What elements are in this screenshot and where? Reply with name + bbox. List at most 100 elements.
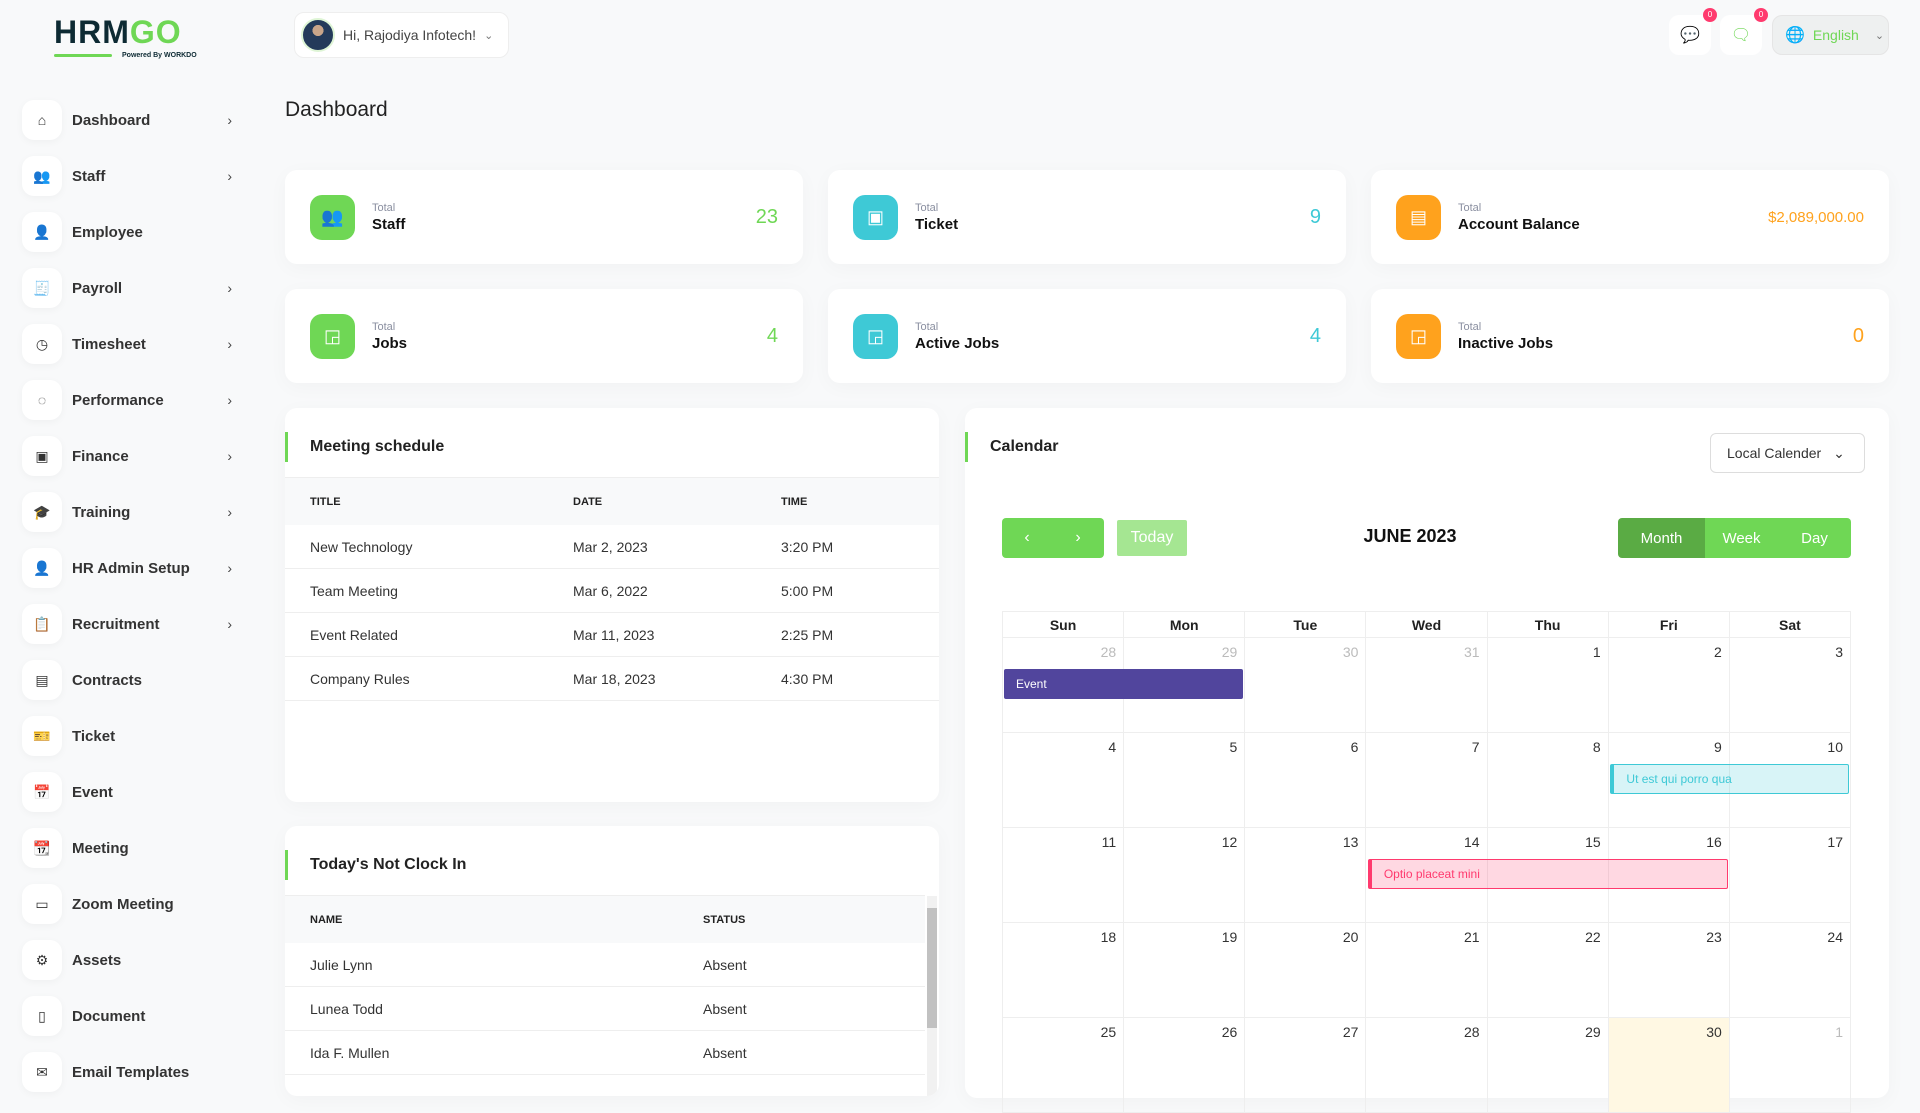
day-cell[interactable]: 26 [1124, 1018, 1246, 1113]
col-date: DATE [573, 495, 603, 508]
day-cell[interactable]: 23 [1608, 923, 1730, 1018]
sidebar-item-training[interactable]: 🎓 Training › [22, 490, 232, 534]
day-cell[interactable]: 28 [1366, 1018, 1488, 1113]
day-cell[interactable]: 21 [1366, 923, 1488, 1018]
stat-card-active-jobs[interactable]: ◲ Total Active Jobs 4 [828, 289, 1346, 383]
stat-caption: Total [1458, 320, 1482, 333]
calendar-title: Calendar [965, 432, 1058, 462]
table-row[interactable]: Company Rules Mar 18, 2023 4:30 PM [285, 657, 939, 701]
day-cell[interactable]: 30 [1245, 638, 1367, 733]
day-cell[interactable]: 1 [1487, 638, 1609, 733]
day-cell[interactable]: 14 [1366, 828, 1488, 923]
day-cell[interactable]: 12 [1124, 828, 1246, 923]
stat-card-inactive-jobs[interactable]: ◲ Total Inactive Jobs 0 [1371, 289, 1889, 383]
table-row[interactable]: Team Meeting Mar 6, 2022 5:00 PM [285, 569, 939, 613]
day-cell[interactable]: 6 [1245, 733, 1367, 828]
day-cell[interactable]: 1 [1729, 1018, 1851, 1113]
language-select[interactable]: 🌐 English ⌄ [1772, 15, 1889, 55]
day-cell[interactable]: 29 [1487, 1018, 1609, 1113]
day-cell[interactable]: 3 [1729, 638, 1851, 733]
sidebar-item-ticket[interactable]: 🎫 Ticket [22, 714, 232, 758]
chevron-right-icon: › [227, 448, 232, 464]
avatar [301, 18, 335, 52]
calendar-clock-icon: 📆 [22, 828, 62, 868]
file-icon: ▯ [22, 996, 62, 1036]
prev-month-button[interactable]: ‹ [1002, 518, 1052, 558]
sidebar-item-meeting[interactable]: 📆 Meeting [22, 826, 232, 870]
stat-card-staff[interactable]: 👥 Total Staff 23 [285, 170, 803, 264]
sidebar-item-employee[interactable]: 👤 Employee [22, 210, 232, 254]
table-row[interactable]: Julie Lynn Absent [285, 943, 925, 987]
day-cell[interactable]: 17 [1729, 828, 1851, 923]
greeting: Hi, Rajodiya Infotech! [343, 27, 477, 43]
messages-button[interactable]: 💬 0 [1669, 8, 1717, 55]
ticket-icon: ▣ [853, 194, 898, 240]
sidebar-item-event[interactable]: 📅 Event [22, 770, 232, 814]
sidebar-item-label: Document [72, 1007, 146, 1025]
user-menu[interactable]: Hi, Rajodiya Infotech! ⌄ [294, 12, 509, 58]
table-row[interactable]: Event Related Mar 11, 2023 2:25 PM [285, 613, 939, 657]
day-cell[interactable]: 10 [1729, 733, 1851, 828]
sidebar-item-staff[interactable]: 👥 Staff › [22, 154, 232, 198]
sidebar-item-finance[interactable]: ▣ Finance › [22, 434, 232, 478]
day-cell[interactable]: 9 [1608, 733, 1730, 828]
next-month-button[interactable]: › [1052, 518, 1104, 558]
stat-card-jobs[interactable]: ◲ Total Jobs 4 [285, 289, 803, 383]
view-month-button[interactable]: Month [1618, 518, 1705, 558]
day-cell[interactable]: 18 [1003, 923, 1125, 1018]
weekday-label: Thu [1487, 612, 1609, 638]
calendar-event[interactable]: Ut est qui porro qua [1610, 764, 1849, 794]
view-day-button[interactable]: Day [1778, 518, 1851, 558]
sidebar-item-assets[interactable]: ⚙ Assets [22, 938, 232, 982]
view-switcher: Month Week Day [1618, 518, 1851, 558]
scrollbar[interactable] [927, 896, 937, 1096]
table-row[interactable]: Ida F. Mullen Absent [285, 1031, 925, 1075]
today-button[interactable]: Today [1117, 520, 1187, 556]
day-cell[interactable]: 27 [1245, 1018, 1367, 1113]
sidebar-item-email-templates[interactable]: ✉ Email Templates [22, 1050, 232, 1094]
sidebar-item-recruitment[interactable]: 📋 Recruitment › [22, 602, 232, 646]
day-cell[interactable]: 20 [1245, 923, 1367, 1018]
day-cell[interactable]: 13 [1245, 828, 1367, 923]
view-week-button[interactable]: Week [1705, 518, 1778, 558]
col-time: TIME [781, 495, 808, 508]
calendar-source-select[interactable]: Local Calender ⌄ [1710, 433, 1865, 473]
day-cell[interactable]: 11 [1003, 828, 1125, 923]
sidebar-item-label: Finance [72, 447, 129, 465]
day-cell[interactable]: 22 [1487, 923, 1609, 1018]
day-cell[interactable]: 15 [1487, 828, 1609, 923]
day-cell[interactable]: 4 [1003, 733, 1125, 828]
sidebar-item-timesheet[interactable]: ◷ Timesheet › [22, 322, 232, 366]
calendar-event[interactable]: Event [1004, 669, 1243, 699]
logo[interactable]: HRMGO Powered By WORKDO [54, 16, 204, 64]
notifications-button[interactable]: 🗨 0 [1720, 8, 1768, 55]
day-cell[interactable]: 25 [1003, 1018, 1125, 1113]
sidebar-item-performance[interactable]: ◌ Performance › [22, 378, 232, 422]
scrollbar-thumb[interactable] [927, 908, 937, 1028]
sidebar-item-document[interactable]: ▯ Document [22, 994, 232, 1038]
day-cell[interactable]: 2 [1608, 638, 1730, 733]
sidebar-item-hr-admin-setup[interactable]: 👤 HR Admin Setup › [22, 546, 232, 590]
video-icon: ▭ [22, 884, 62, 924]
table-row[interactable]: Lunea Todd Absent [285, 987, 925, 1031]
day-cell[interactable]: 16 [1608, 828, 1730, 923]
table-row[interactable]: New Technology Mar 2, 2023 3:20 PM [285, 525, 939, 569]
chevron-right-icon: › [227, 616, 232, 632]
sidebar-item-contracts[interactable]: ▤ Contracts [22, 658, 232, 702]
day-cell[interactable]: 7 [1366, 733, 1488, 828]
day-cell[interactable]: 31 [1366, 638, 1488, 733]
sidebar-item-payroll[interactable]: 🧾 Payroll › [22, 266, 232, 310]
stat-card-ticket[interactable]: ▣ Total Ticket 9 [828, 170, 1346, 264]
chat-bubble-icon: 💬 [1680, 27, 1700, 44]
sidebar-item-dashboard[interactable]: ⌂ Dashboard › [22, 98, 232, 142]
calendar-event[interactable]: Optio placeat mini [1367, 859, 1728, 889]
day-cell[interactable]: 24 [1729, 923, 1851, 1018]
day-cell[interactable]: 8 [1487, 733, 1609, 828]
day-cell[interactable]: 30 [1608, 1018, 1730, 1113]
day-cell[interactable]: 29 [1124, 638, 1246, 733]
sidebar-item-zoom-meeting[interactable]: ▭ Zoom Meeting [22, 882, 232, 926]
day-cell[interactable]: 5 [1124, 733, 1246, 828]
stat-card-account-balance[interactable]: ▤ Total Account Balance $2,089,000.00 [1371, 170, 1889, 264]
logo-text: HRMGO [54, 14, 182, 50]
day-cell[interactable]: 19 [1124, 923, 1246, 1018]
